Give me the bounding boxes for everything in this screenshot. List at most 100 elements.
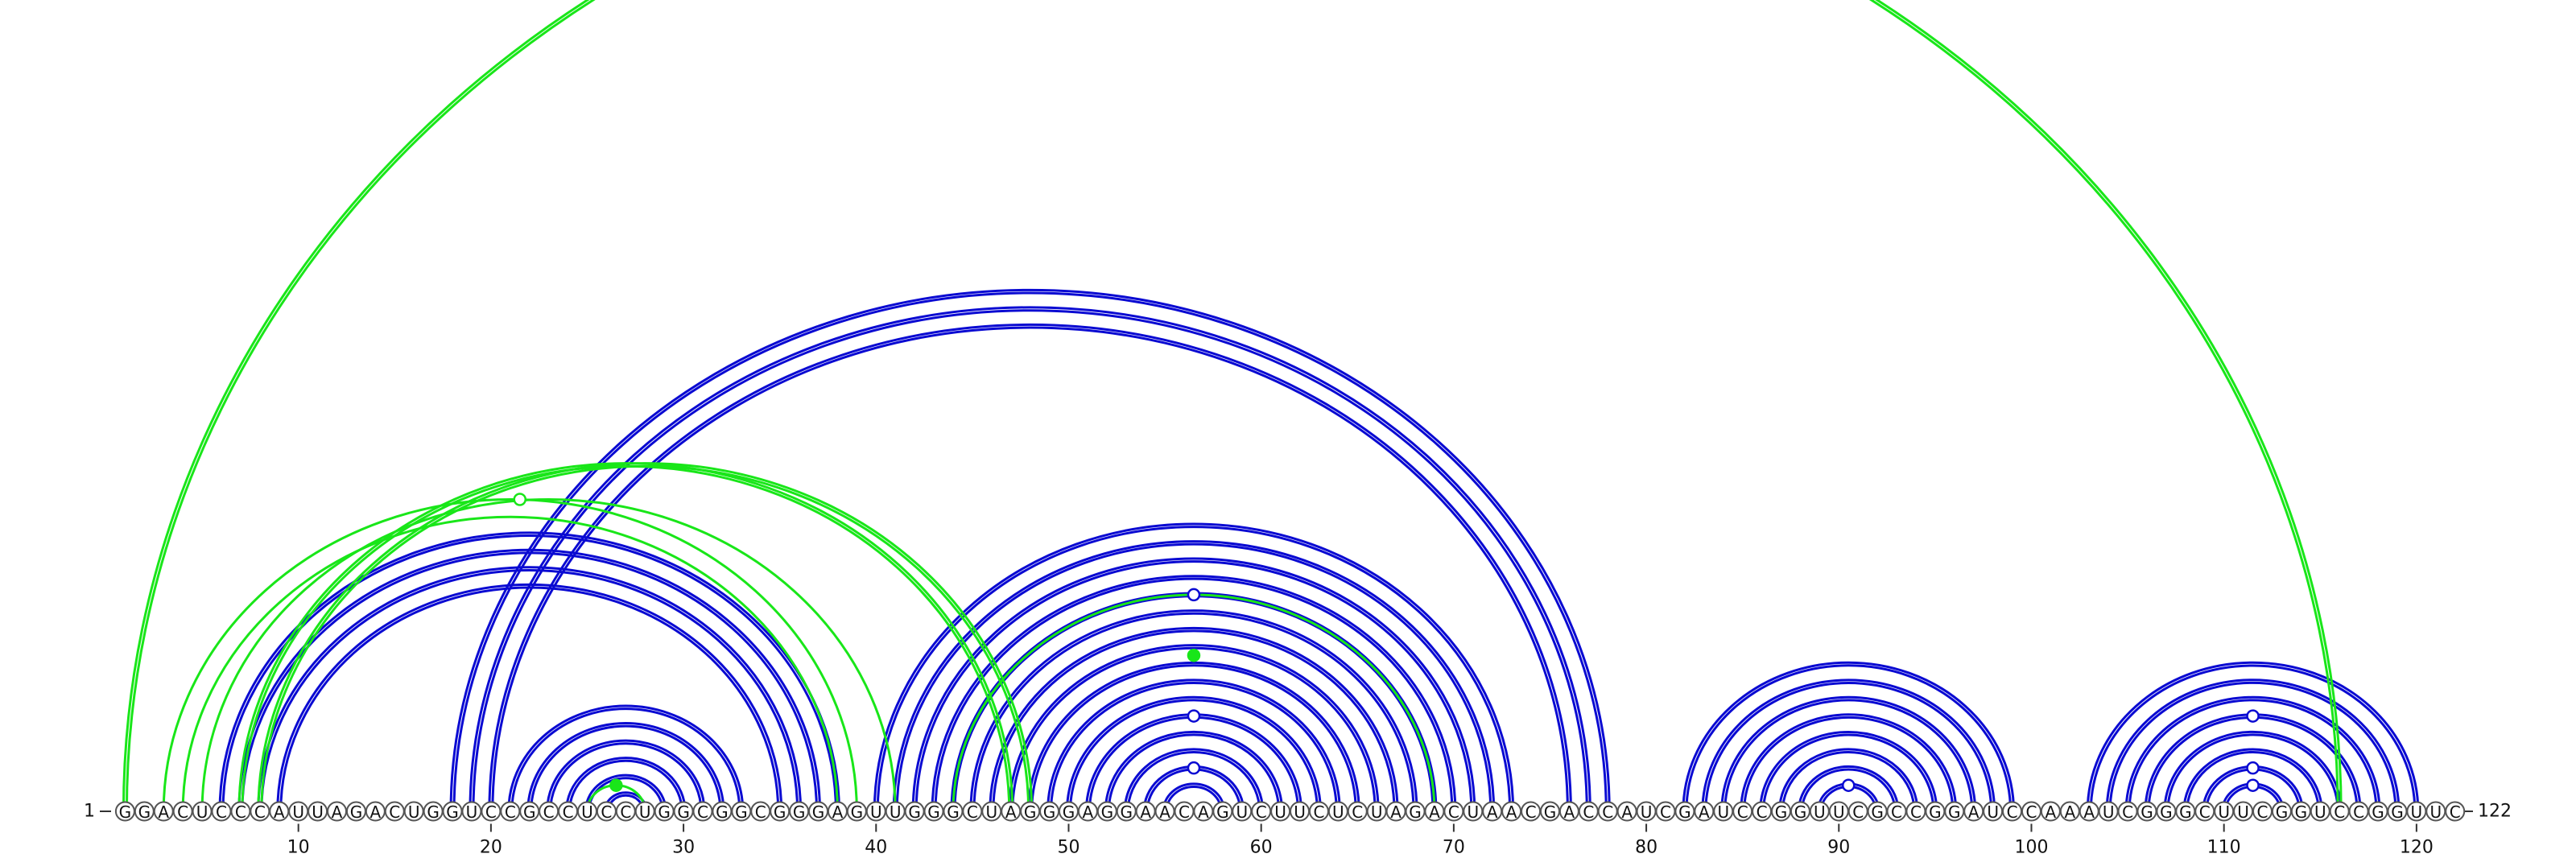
marker-blue-3 <box>1187 709 1201 723</box>
nucleotide-letter-27: C <box>620 802 631 822</box>
nucleotide-letter-105: C <box>2122 802 2133 822</box>
nucleotide-letter-120: U <box>2411 802 2423 822</box>
nucleotide-letter-39: G <box>851 802 864 822</box>
arc-blue-8-36-outer <box>257 566 803 812</box>
nucleotide-letter-99: C <box>2007 802 2018 822</box>
nucleotide-letter-90: U <box>1833 802 1845 822</box>
arc-blue-104-119-outer <box>2105 679 2401 812</box>
nucleotide-letter-58: G <box>1216 802 1229 822</box>
nucleotide-letter-80: U <box>1641 802 1653 822</box>
nucleotide-letter-83: A <box>1699 802 1710 822</box>
nucleotide-letter-113: G <box>2276 802 2289 822</box>
nucleotide-letter-23: C <box>543 802 555 822</box>
nucleotide-letter-59: U <box>1236 802 1248 822</box>
nucleotide-letter-117: C <box>2353 802 2364 822</box>
nucleotide-letter-102: A <box>2064 802 2075 822</box>
arc-blue-86-95-inner <box>1762 733 1935 812</box>
nucleotide-letter-116: C <box>2334 802 2345 822</box>
nucleotide-letter-48: G <box>1024 802 1037 822</box>
nucleotide-letter-17: G <box>427 802 440 822</box>
arc-blue-83-98-outer <box>1701 679 1996 812</box>
nucleotide-letter-16: U <box>408 802 420 822</box>
nucleotide-letter-109: C <box>2199 802 2211 822</box>
tick-label-40: 40 <box>865 838 887 858</box>
nucleotide-letter-91: C <box>1852 802 1864 822</box>
nucleotide-letter-20: C <box>485 802 497 822</box>
nucleotide-letter-110: U <box>2218 802 2230 822</box>
arc-blue-43-70-outer <box>931 575 1457 812</box>
nucleotide-letter-51: A <box>1083 802 1094 822</box>
nucleotide-letter-22: G <box>523 802 536 822</box>
marker-green-6 <box>513 493 527 506</box>
nucleotide-letter-103: A <box>2083 802 2095 822</box>
arc-blue-49-64-outer <box>1046 679 1341 812</box>
arc-blue-23-31-outer <box>546 739 706 812</box>
nucleotide-letter-6: C <box>216 802 227 822</box>
arc-blue-82-99-outer <box>1682 661 2016 812</box>
marker-green-2 <box>1187 648 1201 662</box>
nucleotide-letter-72: A <box>1487 802 1498 822</box>
nucleotide-letter-41: U <box>890 802 902 822</box>
nucleotide-letter-63: C <box>1313 802 1324 822</box>
arc-green-1-116-outer <box>122 0 2343 812</box>
nucleotide-letter-86: C <box>1757 802 1768 822</box>
arc-blue-6-38-inner <box>221 534 837 812</box>
nucleotide-letter-74: C <box>1525 802 1537 822</box>
nucleotide-letter-121: U <box>2429 802 2442 822</box>
nucleotide-letter-114: G <box>2295 802 2308 822</box>
tick-label-100: 100 <box>2014 838 2048 858</box>
nucleotide-letter-43: G <box>927 802 940 822</box>
arc-blue-18-78-outer <box>449 288 1611 812</box>
arc-blue-83-98-inner <box>1704 681 1993 812</box>
arc-blue-107-116-outer <box>2163 730 2343 812</box>
arc-blue-107-116-inner <box>2166 733 2339 812</box>
arc-blue-40-73-outer <box>873 522 1515 812</box>
marker-blue-4 <box>1187 761 1201 775</box>
nucleotide-letter-89: U <box>1814 802 1826 822</box>
nucleotide-letter-104: U <box>2103 802 2115 822</box>
arc-blue-55-58-inner <box>1165 786 1223 812</box>
nucleotide-letter-54: A <box>1140 802 1151 822</box>
nucleotide-letter-4: C <box>177 802 188 822</box>
arc-blue-88-93-inner <box>1800 768 1897 812</box>
nucleotide-letter-95: G <box>1929 802 1942 822</box>
nucleotide-letter-73: A <box>1506 802 1517 822</box>
arc-blue-47-66-outer <box>1008 644 1380 812</box>
arc-blue-42-71-inner <box>914 560 1473 812</box>
nucleotide-letter-98: U <box>1987 802 1999 822</box>
nucleotide-letter-85: C <box>1737 802 1748 822</box>
nucleotide-letter-92: G <box>1871 802 1884 822</box>
arc-blue-6-38-outer <box>218 531 840 812</box>
nucleotide-letter-81: C <box>1660 802 1671 822</box>
nucleotide-letter-60: C <box>1256 802 1267 822</box>
sequence-backbone: 1 122 <box>84 802 2512 822</box>
marker-green-5 <box>609 778 623 792</box>
marker-blue-9 <box>2246 761 2260 775</box>
nucleotide-letter-56: C <box>1179 802 1190 822</box>
nucleotide-letter-37: G <box>812 802 825 822</box>
start-label: 1 <box>84 802 95 822</box>
nucleotide-letter-55: A <box>1159 802 1170 822</box>
nucleotide-letter-38: A <box>832 802 844 822</box>
nucleotide-letter-42: G <box>908 802 921 822</box>
arc-blue-103-120-inner <box>2089 664 2417 812</box>
arc-blue-108-115-inner <box>2186 751 2320 812</box>
nucleotide-letter-122: C <box>2450 802 2461 822</box>
arc-blue-105-118-inner <box>2128 699 2378 812</box>
arc-blue-103-120-outer <box>2086 661 2420 812</box>
nucleotide-letter-30: G <box>677 802 690 822</box>
nucleotide-letter-111: U <box>2237 802 2249 822</box>
arc-blue-48-65-outer <box>1027 661 1360 812</box>
nucleotide-letter-64: U <box>1332 802 1344 822</box>
arc-blue-24-30-outer <box>565 757 687 812</box>
nucleotide-letter-50: G <box>1063 802 1075 822</box>
tick-label-60: 60 <box>1250 838 1273 858</box>
nucleotide-letter-46: U <box>985 802 997 822</box>
nucleotide-letter-52: G <box>1101 802 1114 822</box>
nucleotide-letter-88: G <box>1794 802 1807 822</box>
nucleotide-letter-118: G <box>2372 802 2384 822</box>
arc-blue-105-118-outer <box>2124 695 2381 812</box>
nucleotide-letter-33: G <box>735 802 748 822</box>
